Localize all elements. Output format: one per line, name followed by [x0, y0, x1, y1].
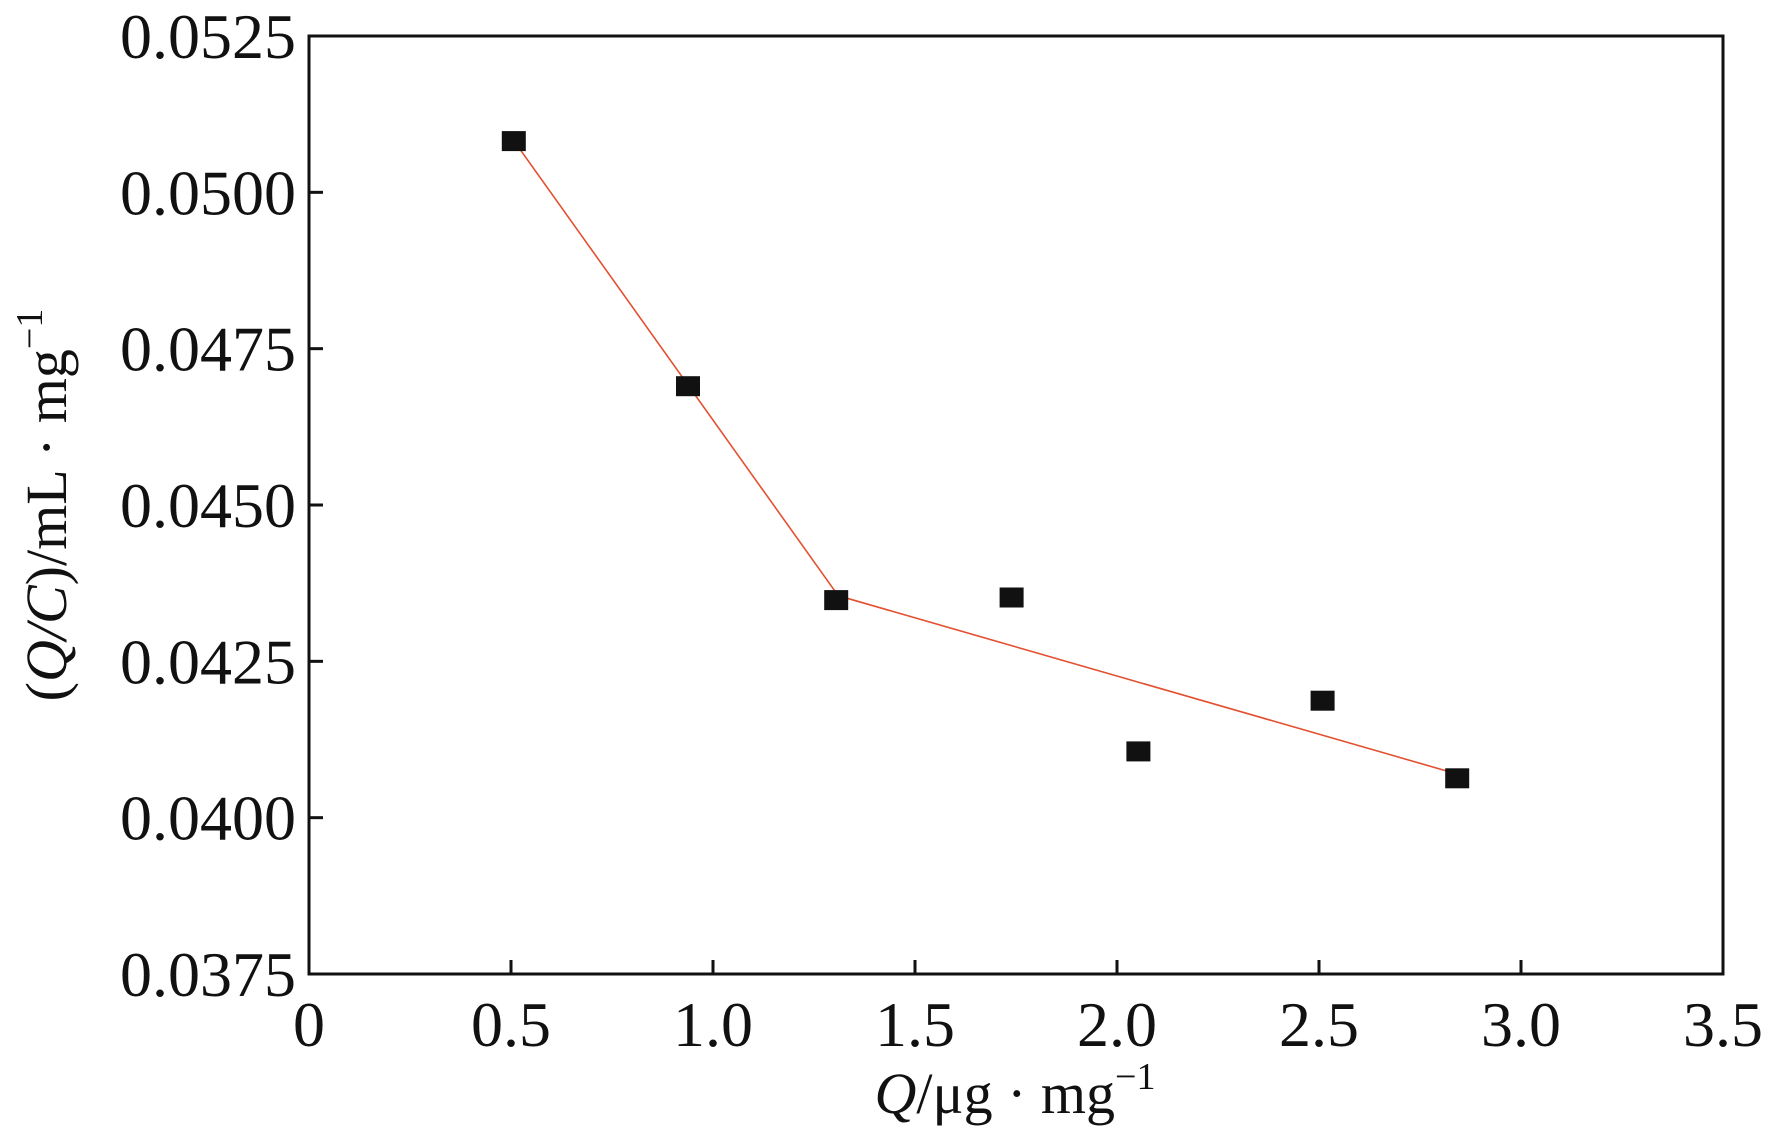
y-axis-label-open-paren: ( [14, 682, 79, 701]
y-axis-label-symbol: Q/C [14, 584, 79, 682]
x-tick-label: 1.5 [875, 989, 955, 1060]
fit-lines [514, 141, 1453, 774]
axis-ticks: 0 0.5 1.0 1.5 2.0 2.5 3.0 3.5 0.0375 0.0400 0.0425… [120, 1, 1763, 1060]
x-tick-label: 0 [293, 989, 325, 1060]
y-axis-label-unit: )/mL · mg [14, 349, 79, 585]
data-point-marker [1310, 690, 1335, 711]
plot-frame [307, 34, 1725, 976]
data-markers [501, 131, 1470, 789]
data-point-marker [999, 587, 1024, 608]
data-point-marker [1445, 768, 1470, 789]
fit-line-segment [837, 594, 1453, 774]
x-tick-label: 1.0 [673, 989, 753, 1060]
x-tick-label: 3.0 [1481, 989, 1561, 1060]
y-tick-label: 0.0475 [120, 314, 296, 385]
data-point-marker [676, 376, 700, 397]
x-axis-label-symbol: Q [875, 1061, 917, 1126]
y-tick-label: 0.0425 [120, 626, 296, 697]
x-tick-label: 2.0 [1077, 989, 1157, 1060]
data-point-marker [1126, 741, 1151, 762]
x-axis-label-exponent: −1 [1115, 1056, 1155, 1098]
x-tick-label: 3.5 [1683, 989, 1763, 1060]
y-axis-label-exponent: −1 [9, 309, 51, 349]
x-axis-label: Q/μg · mg−1 [875, 1056, 1156, 1126]
y-tick-label: 0.0400 [120, 783, 296, 854]
data-point-marker [824, 590, 849, 611]
data-point-marker [501, 131, 526, 152]
x-axis-label-unit: /μg · mg [916, 1061, 1115, 1126]
y-tick-label: 0.0500 [120, 157, 296, 228]
x-tick-label: 2.5 [1279, 989, 1359, 1060]
y-tick-label: 0.0525 [120, 1, 296, 72]
y-tick-label: 0.0375 [120, 939, 296, 1010]
x-tick-label: 0.5 [471, 989, 551, 1060]
y-axis-label: (Q/C)/mL · mg−1 [9, 309, 79, 702]
y-tick-label: 0.0450 [120, 470, 296, 541]
fit-line-segment [514, 141, 839, 597]
